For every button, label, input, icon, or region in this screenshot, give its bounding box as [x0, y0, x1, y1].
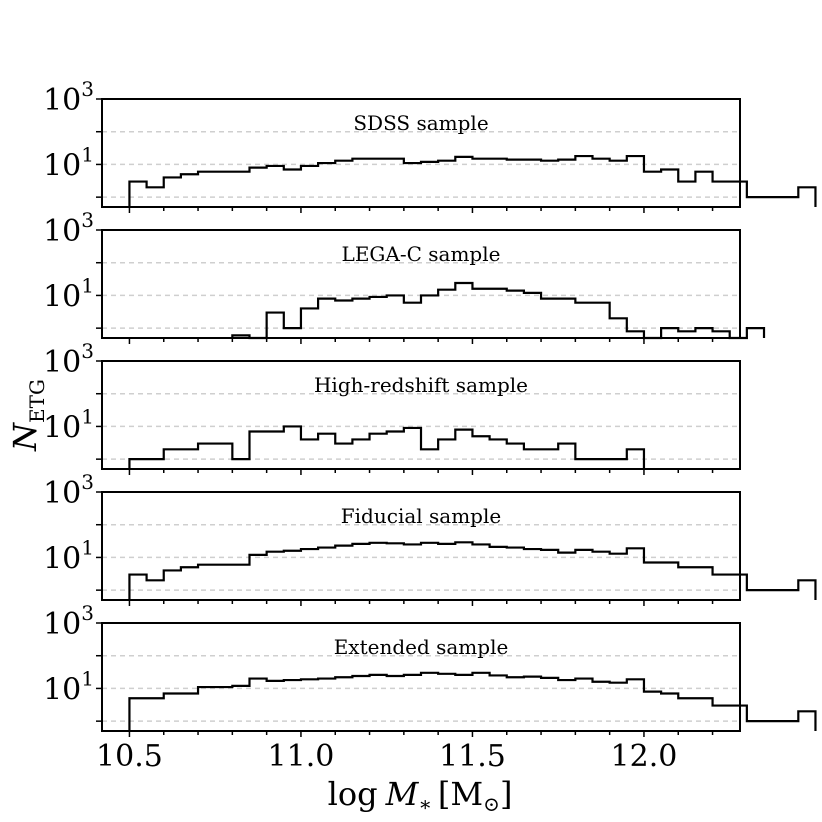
y-tick-label-exponent: 3: [81, 601, 94, 625]
y-tick-label-base: 10: [43, 214, 81, 249]
panel-title: Fiducial sample: [341, 504, 501, 528]
histogram-step: [128, 154, 817, 207]
y-tick-label-exponent: 1: [81, 273, 94, 297]
y-tick-label-exponent: 1: [81, 142, 94, 166]
panel-title: High-redshift sample: [314, 373, 528, 397]
histogram-step: [128, 541, 817, 600]
histogram-step: [128, 425, 646, 469]
histogram-step: [128, 671, 817, 731]
panel-frame: [101, 229, 741, 339]
y-tick-label-base: 10: [43, 345, 81, 380]
y-tick-label: 101: [43, 142, 94, 183]
y-tick-label: 101: [43, 666, 94, 707]
y-tick-label: 103: [43, 77, 94, 118]
x-tick-label: 11.0: [268, 739, 335, 774]
y-tick-label-exponent: 1: [81, 535, 94, 559]
x-axis-label-unit-open: [M: [438, 775, 483, 813]
panel-title: LEGA-C sample: [342, 242, 501, 266]
panel-title: SDSS sample: [353, 111, 488, 135]
y-tick-label-base: 10: [43, 607, 81, 642]
x-tick-label: 10.5: [96, 739, 163, 774]
y-tick-label: 103: [43, 470, 94, 511]
y-tick-label: 101: [43, 535, 94, 576]
y-axis-label-subscript: ETG: [25, 379, 49, 423]
x-axis-label-prefix: log: [328, 775, 378, 813]
panel-frame: [101, 491, 741, 601]
y-tick-label-base: 10: [43, 279, 81, 314]
y-tick-label: 103: [43, 208, 94, 249]
y-tick-label-base: 10: [43, 83, 81, 118]
y-tick-label-exponent: 3: [81, 339, 94, 363]
x-axis-label-unit-sub: ⊙: [483, 792, 500, 816]
x-tick-label: 11.5: [439, 739, 506, 774]
y-tick-label-base: 10: [43, 476, 81, 511]
y-tick-label-exponent: 3: [81, 77, 94, 101]
panel-frame: [101, 98, 741, 208]
panel-frame: [101, 622, 741, 732]
y-tick-label-exponent: 1: [81, 404, 94, 428]
x-axis-label: log M∗ [M⊙]: [328, 775, 513, 816]
x-axis-label-unit-close: ]: [500, 775, 512, 813]
svg-text:NETG: NETG: [6, 379, 49, 452]
x-tick-label: 12.0: [611, 739, 678, 774]
x-axis-label-symbol: M: [385, 775, 420, 813]
y-axis-label: NETG: [6, 379, 49, 452]
panel-frame: [101, 360, 741, 470]
y-axis-label-symbol: N: [6, 422, 44, 452]
y-tick-label: 103: [43, 601, 94, 642]
y-tick-label: 101: [43, 273, 94, 314]
y-tick-label-base: 10: [43, 410, 81, 445]
y-tick-label-base: 10: [43, 672, 81, 707]
y-tick-label: 101: [43, 404, 94, 445]
panel-title: Extended sample: [334, 635, 509, 659]
y-tick-label-exponent: 1: [81, 666, 94, 690]
x-axis-tick-labels: 10.5 11.0 11.5 12.0: [96, 739, 677, 774]
y-tick-label-base: 10: [43, 541, 81, 576]
x-axis-label-subscript: ∗: [418, 792, 432, 816]
y-tick-label-base: 10: [43, 148, 81, 183]
y-tick-label: 103: [43, 339, 94, 380]
histogram-step: [231, 281, 766, 340]
y-tick-label-exponent: 3: [81, 470, 94, 494]
y-tick-label-exponent: 3: [81, 208, 94, 232]
